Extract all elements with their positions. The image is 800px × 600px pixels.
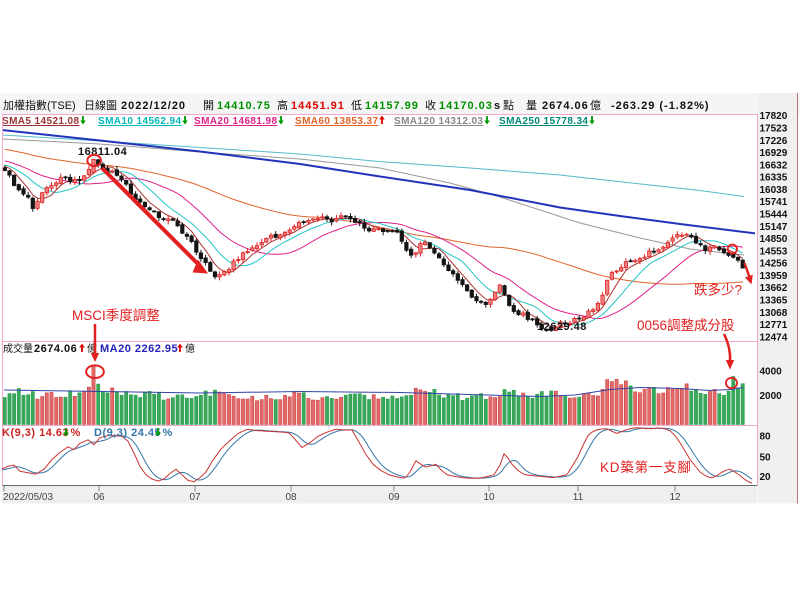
svg-text:4000: 4000 bbox=[760, 367, 783, 378]
svg-text:20: 20 bbox=[760, 472, 772, 483]
svg-text:17226: 17226 bbox=[760, 136, 788, 147]
svg-text:低: 低 bbox=[351, 99, 362, 112]
svg-text:K(9,3) 14.63: K(9,3) 14.63 bbox=[2, 427, 69, 439]
svg-text:0056調整成分股: 0056調整成分股 bbox=[637, 318, 735, 333]
svg-text:80: 80 bbox=[760, 432, 772, 443]
svg-text:14850: 14850 bbox=[760, 234, 788, 245]
svg-text:SMA250 15778.34: SMA250 15778.34 bbox=[499, 116, 588, 127]
svg-text:14553: 14553 bbox=[760, 246, 788, 257]
svg-text:SMA10 14562.94: SMA10 14562.94 bbox=[98, 116, 181, 127]
svg-text:08: 08 bbox=[285, 492, 297, 503]
svg-text:17523: 17523 bbox=[760, 124, 788, 135]
svg-text:14451.91: 14451.91 bbox=[291, 100, 345, 112]
svg-text:2022/05/03: 2022/05/03 bbox=[3, 492, 53, 503]
svg-text:07: 07 bbox=[189, 492, 201, 503]
svg-text:SMA60 13853.37: SMA60 13853.37 bbox=[295, 116, 378, 127]
svg-text:-263.29 (-1.82%): -263.29 (-1.82%) bbox=[611, 100, 710, 112]
svg-text:14410.75: 14410.75 bbox=[217, 100, 271, 112]
svg-text:50: 50 bbox=[760, 453, 772, 464]
svg-text:量: 量 bbox=[526, 99, 537, 112]
svg-text:11: 11 bbox=[573, 492, 584, 503]
svg-text:開: 開 bbox=[203, 99, 214, 112]
svg-text:MSCI季度調整: MSCI季度調整 bbox=[72, 308, 160, 323]
svg-text:14157.99: 14157.99 bbox=[365, 100, 419, 112]
svg-text:億: 億 bbox=[185, 342, 195, 355]
svg-text:收: 收 bbox=[425, 98, 436, 112]
svg-text:%: % bbox=[71, 427, 81, 439]
svg-text:SMA5 14521.08: SMA5 14521.08 bbox=[2, 116, 80, 127]
svg-text:09: 09 bbox=[388, 492, 400, 503]
svg-text:15147: 15147 bbox=[760, 222, 788, 233]
svg-text:17820: 17820 bbox=[760, 111, 788, 122]
svg-text:SMA120 14312.03: SMA120 14312.03 bbox=[394, 116, 483, 127]
svg-text:12474: 12474 bbox=[760, 332, 788, 343]
svg-text:14170.03: 14170.03 bbox=[439, 100, 493, 112]
svg-text:D(9,3) 24.45: D(9,3) 24.45 bbox=[94, 427, 161, 439]
svg-text:16632: 16632 bbox=[760, 160, 788, 171]
svg-text:日線圖: 日線圖 bbox=[84, 98, 117, 112]
svg-text:加權指數(TSE): 加權指數(TSE) bbox=[3, 98, 76, 112]
svg-text:2000: 2000 bbox=[760, 391, 783, 402]
svg-text:MA20 2262.95: MA20 2262.95 bbox=[100, 343, 178, 355]
svg-text:15444: 15444 bbox=[760, 210, 788, 221]
svg-text:s: s bbox=[494, 100, 501, 112]
svg-text:KD築第一支腳: KD築第一支腳 bbox=[600, 459, 692, 475]
svg-text:13068: 13068 bbox=[760, 308, 788, 319]
svg-text:12629.48: 12629.48 bbox=[537, 321, 587, 333]
svg-text:14256: 14256 bbox=[760, 259, 788, 270]
svg-text:10: 10 bbox=[483, 492, 495, 503]
svg-text:13365: 13365 bbox=[760, 296, 788, 307]
svg-text:點: 點 bbox=[503, 99, 514, 112]
svg-text:16335: 16335 bbox=[760, 173, 788, 184]
svg-text:12771: 12771 bbox=[760, 320, 788, 331]
svg-text:16929: 16929 bbox=[760, 148, 788, 159]
svg-text:2022/12/20: 2022/12/20 bbox=[121, 100, 186, 112]
svg-text:12: 12 bbox=[669, 492, 681, 503]
svg-text:高: 高 bbox=[277, 98, 288, 112]
svg-text:16038: 16038 bbox=[760, 185, 788, 196]
svg-text:%: % bbox=[163, 427, 173, 439]
svg-text:億: 億 bbox=[87, 342, 97, 355]
svg-text:2674.06: 2674.06 bbox=[542, 100, 589, 112]
svg-text:13662: 13662 bbox=[760, 283, 788, 294]
svg-text:2674.06: 2674.06 bbox=[34, 343, 77, 355]
svg-text:13959: 13959 bbox=[760, 271, 788, 282]
svg-text:跌多少?: 跌多少? bbox=[694, 282, 742, 298]
svg-text:15741: 15741 bbox=[760, 197, 788, 208]
svg-text:06: 06 bbox=[93, 492, 105, 503]
svg-text:SMA20 14681.98: SMA20 14681.98 bbox=[194, 116, 277, 127]
svg-text:成交量: 成交量 bbox=[3, 342, 33, 355]
svg-text:億: 億 bbox=[590, 99, 601, 112]
svg-text:16811.04: 16811.04 bbox=[78, 146, 128, 158]
